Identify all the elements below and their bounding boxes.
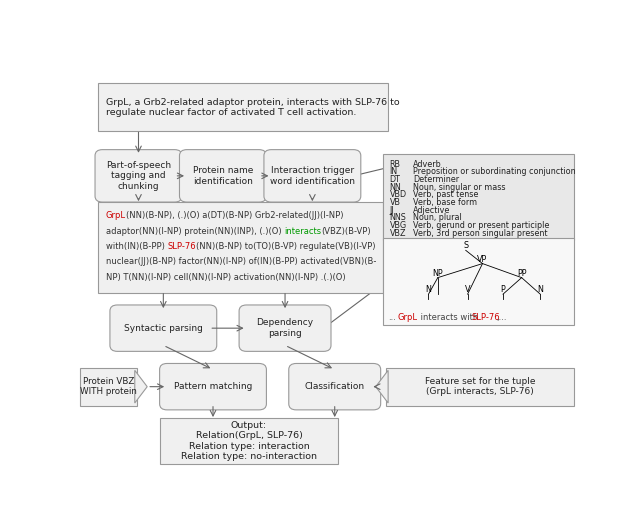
Text: GrpL, a Grb2-related adaptor protein, interacts with SLP-76 to
regulate nuclear : GrpL, a Grb2-related adaptor protein, in… xyxy=(106,97,399,117)
Text: interacts: interacts xyxy=(284,227,321,236)
Text: Feature set for the tuple
(GrpL interacts, SLP-76): Feature set for the tuple (GrpL interact… xyxy=(425,377,535,396)
Text: Interaction trigger
word identification: Interaction trigger word identification xyxy=(270,166,355,185)
Text: PP: PP xyxy=(517,269,526,278)
Text: (NN)(B-NP), (.)(O) a(DT)(B-NP) Grb2-related(JJ)(I-NP): (NN)(B-NP), (.)(O) a(DT)(B-NP) Grb2-rela… xyxy=(126,211,344,221)
Text: N: N xyxy=(426,285,431,294)
Text: Verb, past tense: Verb, past tense xyxy=(413,190,478,199)
Text: DT: DT xyxy=(390,175,401,184)
Text: VP: VP xyxy=(478,255,488,264)
FancyBboxPatch shape xyxy=(110,305,217,352)
Text: ,...: ,... xyxy=(496,313,507,322)
Text: VBG: VBG xyxy=(390,221,407,230)
Text: IN: IN xyxy=(390,167,398,177)
Text: Part-of-speech
tagging and
chunking: Part-of-speech tagging and chunking xyxy=(106,161,171,191)
FancyBboxPatch shape xyxy=(264,150,361,202)
Text: VBD: VBD xyxy=(390,190,407,199)
Text: Dependency
parsing: Dependency parsing xyxy=(256,319,313,338)
FancyBboxPatch shape xyxy=(179,150,267,202)
Text: NP) T(NN)(I-NP) cell(NN)(I-NP) activation(NN)(I-NP) .(.)(O): NP) T(NN)(I-NP) cell(NN)(I-NP) activatio… xyxy=(106,272,345,282)
Text: VB: VB xyxy=(390,198,401,207)
Text: Syntactic parsing: Syntactic parsing xyxy=(124,324,203,333)
Text: (NN)(B-NP) to(TO)(B-VP) regulate(VB)(I-VP): (NN)(B-NP) to(TO)(B-VP) regulate(VB)(I-V… xyxy=(196,242,376,251)
Text: Preposition or subordinating conjunction: Preposition or subordinating conjunction xyxy=(413,167,576,177)
Text: Protein name
identification: Protein name identification xyxy=(193,166,253,185)
FancyBboxPatch shape xyxy=(95,150,182,202)
Text: (VBZ)(B-VP): (VBZ)(B-VP) xyxy=(321,227,371,236)
Text: Noun, plural: Noun, plural xyxy=(413,213,462,222)
Text: VBZ: VBZ xyxy=(390,228,406,238)
Text: interacts with: interacts with xyxy=(418,313,481,322)
Text: Adverb: Adverb xyxy=(413,160,442,169)
Text: Pattern matching: Pattern matching xyxy=(174,382,252,391)
Text: NP: NP xyxy=(433,269,443,278)
Text: NNS: NNS xyxy=(390,213,406,222)
Polygon shape xyxy=(376,370,388,403)
Text: NN: NN xyxy=(390,183,401,192)
Text: GrpL: GrpL xyxy=(397,313,417,322)
Text: Adjective: Adjective xyxy=(413,206,451,215)
Text: GrpL: GrpL xyxy=(106,211,126,221)
FancyBboxPatch shape xyxy=(160,364,267,410)
Text: Noun, singular or mass: Noun, singular or mass xyxy=(413,183,506,192)
Text: nuclear(JJ)(B-NP) factor(NN)(I-NP) of(IN)(B-PP) activated(VBN)(B-: nuclear(JJ)(B-NP) factor(NN)(I-NP) of(IN… xyxy=(106,257,376,266)
FancyBboxPatch shape xyxy=(239,305,331,352)
Text: SLP-76: SLP-76 xyxy=(167,242,196,251)
Text: Verb, base form: Verb, base form xyxy=(413,198,477,207)
Text: Output:
Relation(GrpL, SLP-76)
Relation type: interaction
Relation type: no-inte: Output: Relation(GrpL, SLP-76) Relation … xyxy=(181,421,317,461)
Text: ...: ... xyxy=(388,313,396,322)
Text: Verb, gerund or present participle: Verb, gerund or present participle xyxy=(413,221,549,230)
Text: V: V xyxy=(465,285,470,294)
Text: SLP-76: SLP-76 xyxy=(472,313,500,322)
FancyBboxPatch shape xyxy=(97,83,388,132)
FancyBboxPatch shape xyxy=(383,238,574,325)
Text: N: N xyxy=(537,285,543,294)
Text: RB: RB xyxy=(390,160,401,169)
FancyBboxPatch shape xyxy=(288,364,381,410)
Text: Verb, 3rd person singular present: Verb, 3rd person singular present xyxy=(413,228,547,238)
Text: adaptor(NN)(I-NP) protein(NN)(INP), (.)(O): adaptor(NN)(I-NP) protein(NN)(INP), (.)(… xyxy=(106,227,284,236)
Text: Determiner: Determiner xyxy=(413,175,459,184)
FancyBboxPatch shape xyxy=(383,154,574,241)
Text: Classification: Classification xyxy=(304,382,365,391)
FancyBboxPatch shape xyxy=(80,367,137,406)
Polygon shape xyxy=(135,370,147,403)
FancyBboxPatch shape xyxy=(97,202,383,293)
Text: JJ: JJ xyxy=(390,206,394,215)
Text: S: S xyxy=(463,242,469,250)
Text: P: P xyxy=(501,285,505,294)
FancyBboxPatch shape xyxy=(160,418,338,464)
Text: Protein VBZ
WITH protein: Protein VBZ WITH protein xyxy=(80,377,137,396)
Text: with(IN)(B-PP): with(IN)(B-PP) xyxy=(106,242,167,251)
FancyBboxPatch shape xyxy=(386,367,574,406)
